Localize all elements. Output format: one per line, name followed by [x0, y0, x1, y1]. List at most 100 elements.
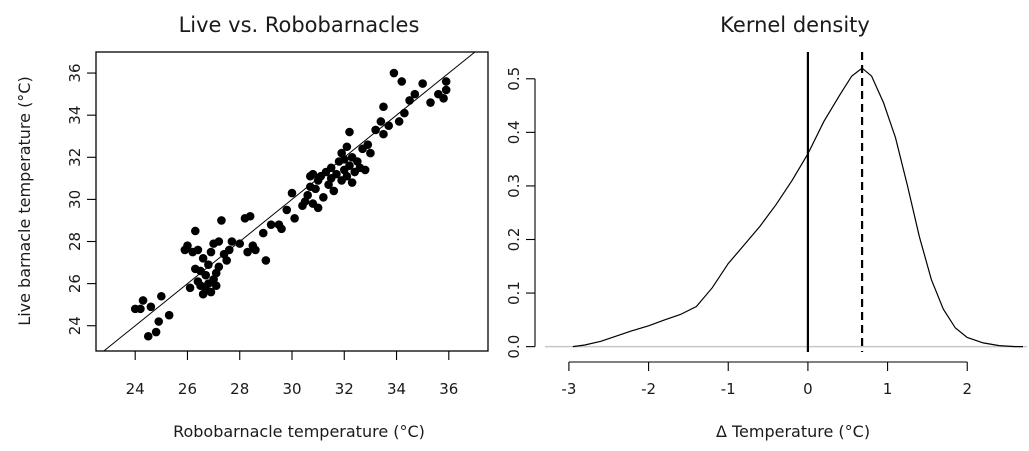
scatter-point [191, 226, 200, 236]
scatter-point [211, 281, 221, 291]
density-y-axis: 0.0 0.1 0.2 0.3 0.4 0.5 [505, 67, 536, 359]
scatter-points [130, 68, 451, 341]
identity-line [103, 51, 476, 352]
scatter-point [439, 94, 448, 103]
density-curve-line [572, 67, 1023, 348]
scatter-x-tick-label: 30 [282, 380, 301, 398]
scatter-y-label: Live barnacle temperature (°C) [15, 76, 34, 325]
scatter-point [206, 287, 216, 297]
scatter-point [261, 256, 271, 265]
scatter-point [164, 310, 174, 320]
scatter-title: Live vs. Robobarnacles [179, 13, 420, 37]
density-x-label: Δ Temperature (°C) [716, 422, 870, 441]
scatter-point [332, 169, 341, 179]
scatter-point [410, 89, 420, 99]
identity-reference-line [103, 51, 476, 352]
density-y-tick-label: 0.5 [505, 67, 523, 91]
scatter-point [376, 117, 386, 126]
scatter-point [287, 188, 297, 198]
scatter-point [311, 184, 320, 194]
scatter-point [371, 125, 380, 135]
scatter-point [204, 260, 213, 269]
scatter-point [345, 161, 354, 171]
scatter-point [235, 239, 245, 248]
scatter-point [345, 127, 354, 137]
scatter-point [384, 121, 393, 130]
scatter-point [363, 140, 373, 149]
scatter-point [339, 155, 349, 164]
scatter-panel: Live vs. Robobarnacles 24 26 28 30 32 34 36 24… [15, 13, 489, 441]
scatter-y-tick-label: 34 [66, 106, 84, 125]
density-reference-lines [806, 52, 864, 352]
scatter-point [366, 148, 375, 158]
scatter-x-tick-label: 28 [230, 380, 249, 398]
scatter-point [266, 220, 276, 229]
density-x-tick-label: -3 [561, 380, 576, 398]
scatter-y-tick-label: 30 [66, 190, 84, 209]
scatter-point [277, 224, 286, 234]
density-y-tick-label: 0.4 [505, 120, 523, 144]
density-y-tick-label: 0.3 [505, 174, 523, 198]
scatter-x-label: Robobarnacle temperature (°C) [173, 422, 425, 441]
density-x-axis: -3 -2 -1 0 1 2 [561, 361, 972, 398]
scatter-x-tick-label: 32 [335, 380, 354, 398]
scatter-point [394, 117, 404, 126]
scatter-point [329, 186, 339, 196]
scatter-x-axis: 24 26 28 30 32 34 36 [126, 351, 458, 398]
scatter-point [282, 205, 292, 215]
scatter-point [185, 283, 195, 293]
scatter-point [183, 241, 192, 251]
scatter-point [426, 98, 435, 107]
scatter-point [138, 296, 148, 305]
scatter-point [342, 171, 352, 181]
scatter-point [143, 331, 153, 341]
scatter-point [400, 108, 409, 118]
scatter-point [243, 247, 252, 257]
scatter-point [214, 262, 224, 272]
scatter-point [405, 96, 414, 105]
scatter-y-axis: 24 26 28 30 32 34 36 [66, 64, 96, 335]
scatter-point [157, 291, 166, 301]
scatter-x-tick-label: 26 [178, 380, 197, 398]
scatter-point [151, 327, 161, 337]
scatter-point [342, 142, 352, 152]
scatter-point [214, 237, 224, 246]
scatter-y-tick-label: 36 [66, 64, 84, 83]
scatter-point [245, 211, 255, 221]
scatter-y-tick-label: 24 [66, 316, 84, 335]
density-x-tick-label: 0 [803, 380, 813, 398]
scatter-point [146, 302, 156, 312]
scatter-x-tick-label: 36 [439, 380, 458, 398]
scatter-point [201, 270, 211, 280]
scatter-point [290, 214, 299, 223]
scatter-point [441, 85, 451, 95]
density-x-tick-label: 2 [962, 380, 972, 398]
density-x-tick-label: 1 [883, 380, 893, 398]
density-title: Kernel density [720, 13, 870, 37]
scatter-point [154, 317, 164, 326]
scatter-x-tick-label: 34 [387, 380, 406, 398]
density-y-tick-label: 0.1 [505, 281, 523, 305]
scatter-point [217, 216, 226, 225]
scatter-point [308, 169, 318, 179]
scatter-point [198, 254, 208, 263]
scatter-y-tick-label: 28 [66, 232, 84, 251]
scatter-point [224, 245, 234, 255]
density-y-tick-label: 0.0 [505, 335, 523, 359]
scatter-point [418, 79, 427, 88]
scatter-point [319, 192, 328, 202]
scatter-point [326, 163, 336, 173]
scatter-y-tick-label: 32 [66, 148, 84, 167]
scatter-point [258, 228, 268, 238]
scatter-point [193, 245, 203, 255]
scatter-point [389, 68, 399, 78]
scatter-y-tick-label: 26 [66, 274, 84, 293]
scatter-point [303, 190, 312, 200]
scatter-point [360, 165, 370, 175]
scatter-point [227, 237, 237, 246]
scatter-point [222, 256, 231, 265]
scatter-point [206, 247, 216, 257]
scatter-point [136, 304, 145, 314]
